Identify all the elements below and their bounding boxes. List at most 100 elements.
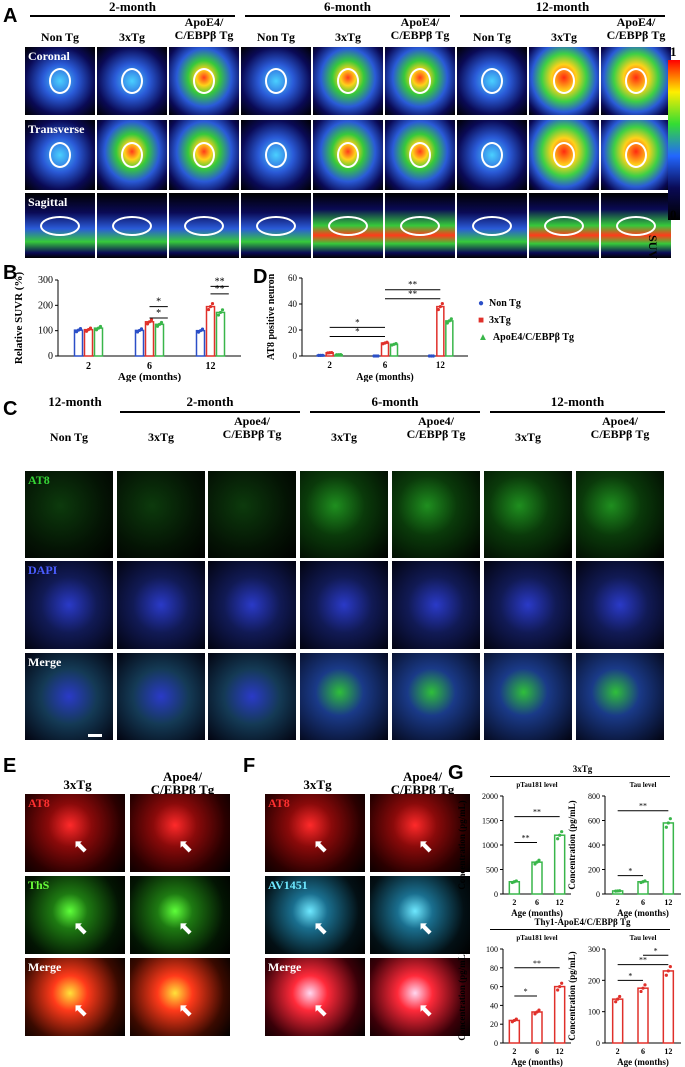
c-image-0-6	[576, 471, 664, 558]
a-timepoint-12: 12-month	[535, 0, 590, 14]
c-image-0-5	[484, 471, 572, 558]
roi-ellipse	[121, 142, 143, 168]
data-point	[445, 321, 449, 325]
x-tick-label: 6	[535, 1047, 539, 1056]
sig-star: **	[215, 284, 225, 295]
y-tick-label: 800	[588, 792, 600, 801]
sig-star: *	[524, 987, 528, 996]
c-image-1-4	[392, 561, 480, 649]
roi-ellipse	[112, 215, 152, 236]
roi-ellipse	[265, 142, 287, 168]
bar-chartB-1-0	[134, 329, 145, 357]
x-tick-label: 12	[664, 898, 672, 907]
a-row-label-0: Coronal	[28, 49, 70, 63]
a-row-label-1: Transverse	[28, 122, 85, 136]
f-grid-image-0-1: ⬉	[370, 794, 470, 872]
sig-star: **	[408, 280, 418, 290]
pet-image-0-4	[313, 47, 383, 115]
bar-chartB-0-2	[93, 327, 104, 357]
a-col-header-5: ApoE4/ C/EBPβ Tg	[390, 15, 450, 42]
data-point	[614, 1000, 618, 1004]
colorbar-min: 0	[670, 207, 677, 222]
chart-b: 0 100 200 300 2 6 12 Age (months) Relative SUVR …	[13, 272, 241, 382]
e-grid-row-label-1: ThS	[28, 878, 50, 892]
c-image-2-6	[576, 653, 664, 740]
bar-chartG3-2-0	[553, 985, 566, 1044]
roi-ellipse	[193, 68, 215, 94]
data-point	[643, 879, 647, 883]
pet-image-2-5	[385, 193, 455, 258]
y-tick-label: 0	[596, 1039, 600, 1048]
data-point	[208, 305, 213, 309]
scale-bar-c	[88, 734, 102, 737]
f-col-3xtg: 3xTg	[303, 777, 332, 792]
pet-image-1-0: Transverse	[25, 120, 95, 190]
data-point	[321, 353, 325, 357]
c-image-1-0: DAPI	[25, 561, 113, 649]
data-point	[216, 313, 221, 317]
arrow-icon: ⬉	[313, 836, 329, 857]
pet-image-2-1	[97, 193, 167, 258]
e-grid-image-0-1: ⬉	[130, 794, 230, 872]
roi-ellipse	[256, 215, 296, 236]
data-point	[149, 318, 154, 322]
scale-bar-e	[208, 1052, 222, 1055]
y-axis-label: Concentration (pg/mL)	[457, 951, 467, 1040]
arrow-icon: ⬉	[418, 1000, 434, 1021]
data-point	[155, 324, 160, 328]
legend-marker-3xtg: ■	[478, 315, 485, 326]
a-col-header-1: 3xTg	[118, 30, 145, 44]
c-row-label-0: AT8	[28, 473, 50, 487]
g-group2-title: Thy1-ApoE4/C/EBPβ Tg	[534, 917, 631, 927]
pet-image-0-6	[457, 47, 527, 115]
x-axis-label: Age (months)	[511, 1057, 563, 1067]
c-row-label-1: DAPI	[28, 563, 58, 577]
arrow-icon: ⬉	[73, 836, 89, 857]
data-point	[98, 324, 103, 329]
sig-star: *	[355, 317, 360, 327]
panel-label-d: D	[253, 266, 268, 288]
colorbar-label: SUV	[646, 235, 660, 260]
c-image-2-5	[484, 653, 572, 740]
panel-label-e: E	[3, 755, 17, 777]
x-tick-label: 12	[556, 898, 564, 907]
bar-chartG4-1-0	[637, 987, 649, 1044]
legend-label-nontg: Non Tg	[489, 298, 521, 309]
c-row-label-2: Merge	[28, 655, 62, 669]
data-point	[668, 965, 672, 969]
data-point	[431, 354, 435, 358]
y-axis-label: Concentration (pg/mL)	[567, 951, 577, 1040]
sig-star: *	[355, 327, 360, 337]
roi-ellipse	[625, 142, 647, 168]
data-point	[664, 973, 668, 977]
f-grid-image-1-1: ⬉	[370, 876, 470, 954]
pet-image-2-6	[457, 193, 527, 258]
pet-image-2-8	[601, 193, 671, 258]
data-point	[641, 986, 645, 990]
f-grid-image-1-0: ⬉ AV1451	[265, 876, 365, 954]
data-point	[533, 862, 537, 866]
c-line-6	[310, 411, 480, 413]
pet-image-1-4	[313, 120, 383, 190]
pet-image-1-6	[457, 120, 527, 190]
x-axis-label: Age (months)	[356, 372, 414, 382]
roi-ellipse	[625, 68, 647, 94]
c-line-2	[120, 411, 300, 413]
data-point	[556, 988, 560, 992]
pet-image-2-4	[313, 193, 383, 258]
y-tick-label: 100	[588, 1008, 600, 1017]
pet-image-0-2	[169, 47, 239, 115]
y-tick-label: 600	[588, 817, 600, 826]
y-tick-label: 0	[494, 890, 498, 899]
sig-star: **	[639, 802, 647, 811]
a-col-header-8: ApoE4/ C/EBPβ Tg	[606, 15, 666, 42]
data-point	[440, 302, 444, 306]
legend-item-apoe: ▲ ApoE4/C/EBPβ Tg	[478, 332, 574, 343]
bar-chartG1-0-0	[508, 881, 521, 895]
pet-image-0-7	[529, 47, 599, 115]
c-image-1-5	[484, 561, 572, 649]
data-point	[394, 341, 398, 346]
roi-ellipse	[265, 68, 287, 94]
c-image-1-1	[117, 561, 205, 649]
a-row-label-2: Sagittal	[28, 195, 68, 209]
